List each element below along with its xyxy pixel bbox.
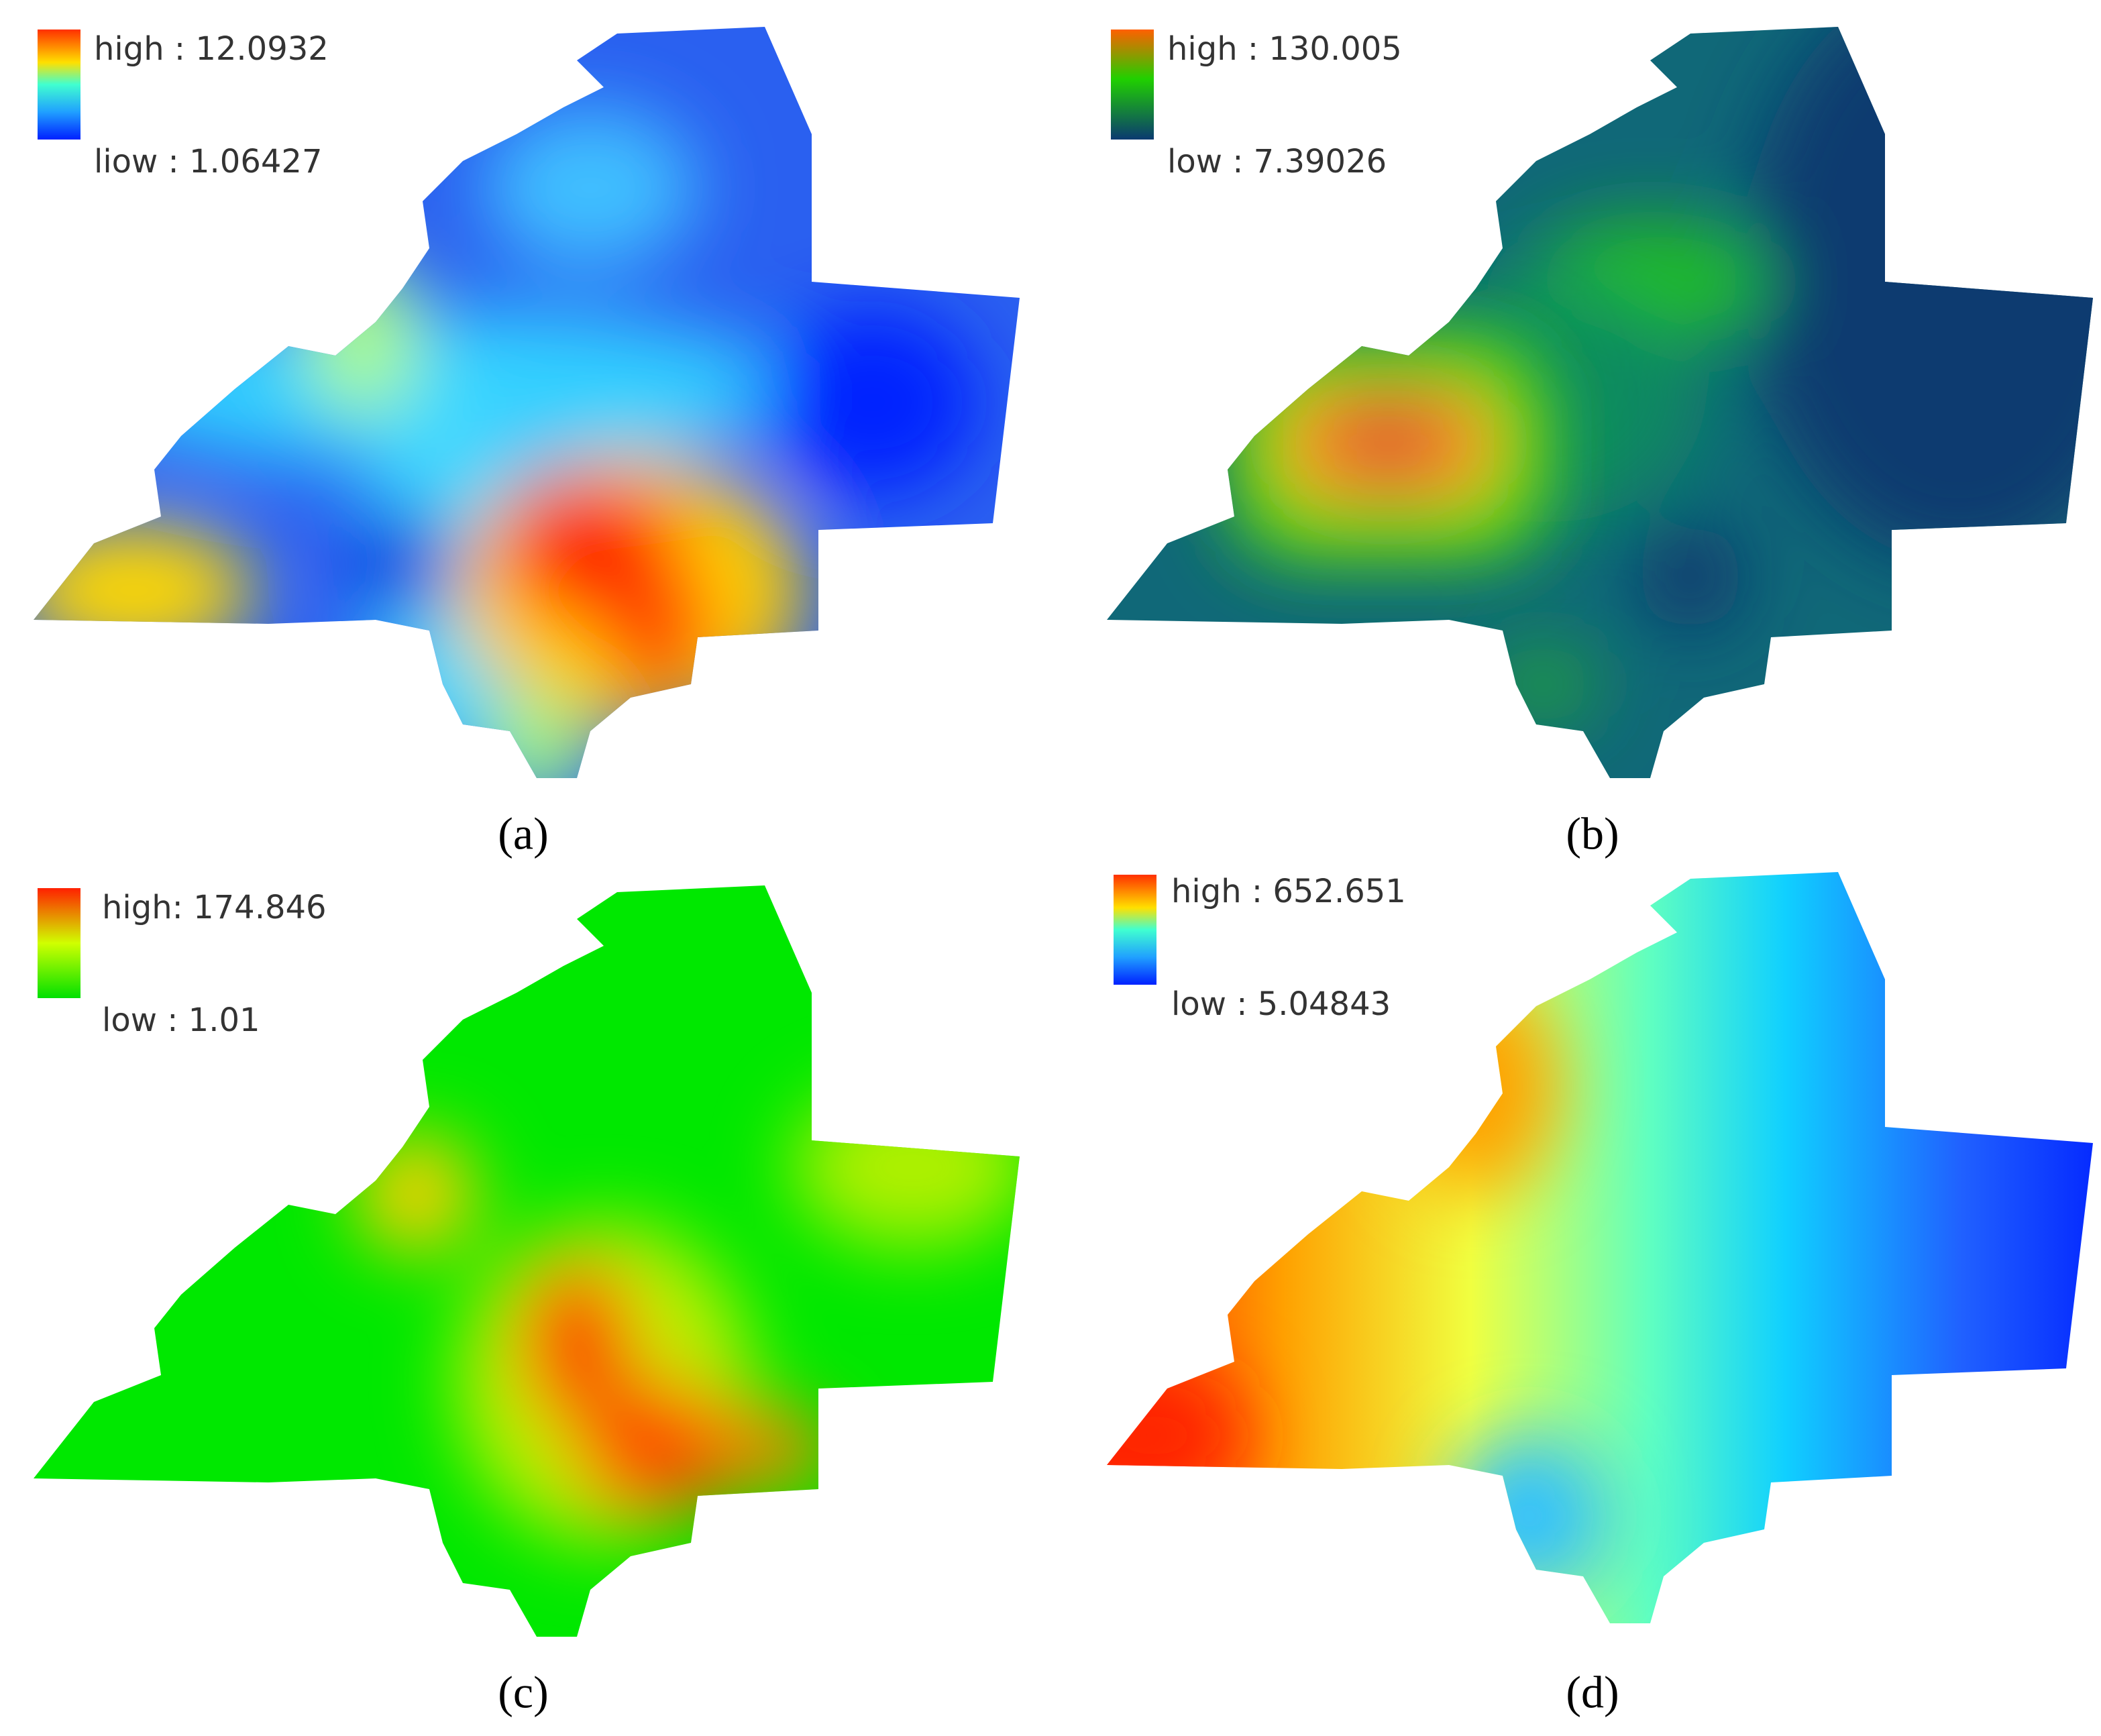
legend-ramp (1114, 875, 1156, 985)
panel (34, 885, 1020, 1637)
legend-high: high : 130.005 (1167, 30, 1402, 68)
legend-low: low : 1.01 (102, 1001, 260, 1039)
legend-ramp (38, 888, 80, 998)
map (1107, 27, 2093, 778)
legend-high: high : 12.0932 (94, 30, 329, 68)
legend-high: high : 652.651 (1171, 873, 1406, 910)
map (34, 885, 1020, 1637)
legend-high: high: 174.846 (102, 889, 327, 926)
caption: (a) (498, 808, 548, 859)
legend-low: low : 7.39026 (1167, 143, 1387, 180)
caption: (d) (1566, 1667, 1619, 1718)
legend-low: liow : 1.06427 (94, 143, 322, 180)
legend-low: low : 5.04843 (1171, 985, 1391, 1023)
legend-ramp (1111, 30, 1154, 140)
panel (1107, 872, 2093, 1623)
panel (34, 27, 1020, 778)
panel (1107, 27, 2093, 778)
legend-ramp (38, 30, 80, 140)
caption: (c) (498, 1667, 548, 1718)
caption: (b) (1566, 808, 1619, 859)
map (34, 27, 1020, 778)
map (1107, 872, 2093, 1623)
labels: high : 12.0932 liow : 1.06427 (a) high : 13… (94, 30, 1619, 1718)
